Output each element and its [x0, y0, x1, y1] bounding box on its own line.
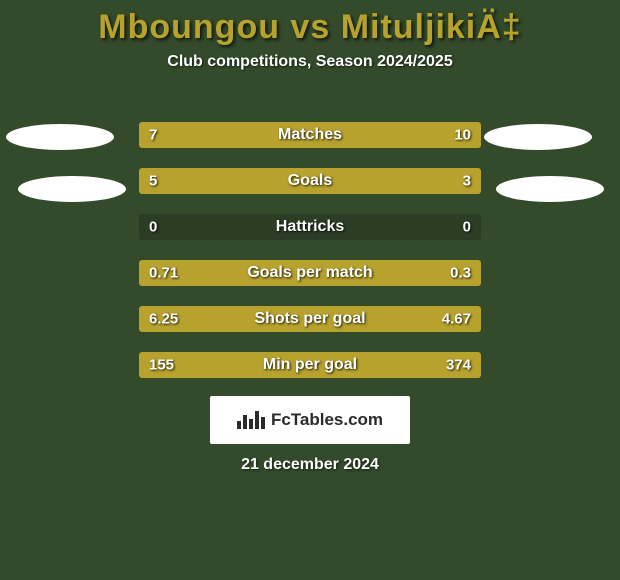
value-left: 0: [149, 219, 157, 236]
stat-label: Shots per goal: [254, 310, 365, 328]
footer-date: 21 december 2024: [241, 456, 379, 474]
value-left: 6.25: [149, 311, 178, 328]
stat-row: 6.25 4.67 Shots per goal: [0, 302, 620, 336]
stat-row: 0.71 0.3 Goals per match: [0, 256, 620, 290]
bar-right: [351, 168, 481, 194]
stat-label: Goals per match: [247, 264, 372, 282]
value-right: 0.3: [450, 265, 471, 282]
page-title: Mboungou vs MituljikiÄ‡: [0, 0, 620, 47]
stat-label: Hattricks: [276, 218, 344, 236]
bar-left: [139, 122, 279, 148]
stat-row: 0 0 Hattricks: [0, 210, 620, 244]
value-left: 155: [149, 357, 174, 374]
value-right: 0: [463, 219, 471, 236]
value-left: 5: [149, 173, 157, 190]
value-right: 4.67: [442, 311, 471, 328]
value-right: 374: [446, 357, 471, 374]
value-left: 7: [149, 127, 157, 144]
stat-row: 155 374 Min per goal: [0, 348, 620, 382]
stat-label: Min per goal: [263, 356, 357, 374]
stat-row: 7 10 Matches: [0, 118, 620, 152]
subtitle: Club competitions, Season 2024/2025: [0, 53, 620, 71]
value-right: 3: [463, 173, 471, 190]
value-right: 10: [454, 127, 471, 144]
stat-label: Goals: [288, 172, 332, 190]
attribution-logo: FcTables.com: [210, 396, 410, 444]
value-left: 0.71: [149, 265, 178, 282]
stat-label: Matches: [278, 126, 342, 144]
logo-text: FcTables.com: [271, 410, 383, 430]
stat-rows: 7 10 Matches 5 3 Goals 0 0 Hattricks 0.71 0.3 Goals…: [0, 118, 620, 394]
stat-row: 5 3 Goals: [0, 164, 620, 198]
comparison-infographic: Mboungou vs MituljikiÄ‡ Club competition…: [0, 0, 620, 580]
logo-bars-icon: [237, 411, 265, 429]
